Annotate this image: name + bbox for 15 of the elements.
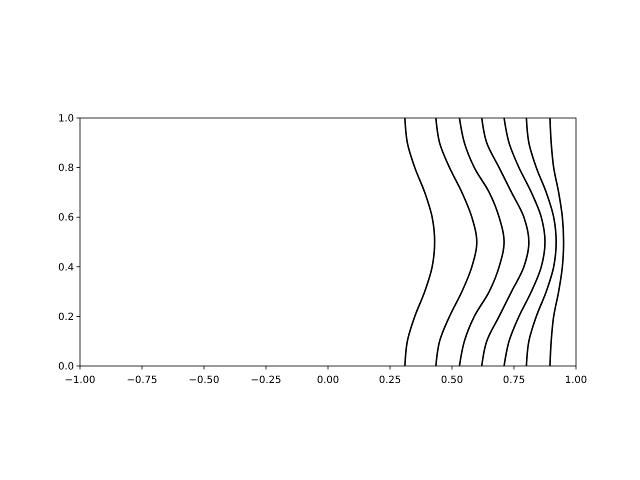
x-tick-label: −0.25 bbox=[250, 375, 282, 386]
y-tick-label: 0.4 bbox=[58, 262, 74, 274]
x-tick-label: −0.75 bbox=[126, 375, 158, 386]
x-tick-label: 1.00 bbox=[564, 375, 588, 386]
x-tick-label: 0.25 bbox=[378, 375, 402, 386]
x-tick-label: 0.50 bbox=[440, 375, 464, 386]
y-tick-label: 0.6 bbox=[58, 212, 74, 224]
x-tick-label: 0.00 bbox=[316, 375, 340, 386]
y-tick-label: 1.0 bbox=[58, 114, 74, 124]
y-tick-label: 0.0 bbox=[58, 362, 74, 372]
y-tick-label: 0.2 bbox=[58, 312, 74, 323]
x-tick-label: −0.50 bbox=[188, 375, 220, 386]
x-tick-label: −1.00 bbox=[64, 375, 96, 386]
y-tick-label: 0.8 bbox=[58, 163, 74, 174]
x-tick-label: 0.75 bbox=[502, 375, 526, 386]
